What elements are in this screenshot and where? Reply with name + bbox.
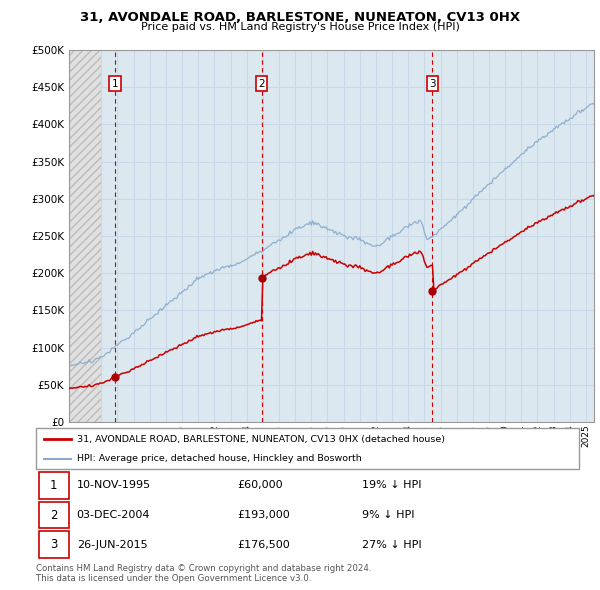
Text: 03-DEC-2004: 03-DEC-2004 — [77, 510, 150, 520]
Text: 19% ↓ HPI: 19% ↓ HPI — [362, 480, 421, 490]
Text: 3: 3 — [429, 78, 436, 88]
Text: £193,000: £193,000 — [237, 510, 290, 520]
FancyBboxPatch shape — [39, 502, 68, 529]
FancyBboxPatch shape — [36, 428, 579, 469]
Text: 3: 3 — [50, 538, 58, 551]
Text: 31, AVONDALE ROAD, BARLESTONE, NUNEATON, CV13 0HX: 31, AVONDALE ROAD, BARLESTONE, NUNEATON,… — [80, 11, 520, 24]
Text: 1: 1 — [112, 78, 119, 88]
Text: 9% ↓ HPI: 9% ↓ HPI — [362, 510, 415, 520]
FancyBboxPatch shape — [39, 472, 68, 499]
Text: Price paid vs. HM Land Registry's House Price Index (HPI): Price paid vs. HM Land Registry's House … — [140, 22, 460, 32]
Polygon shape — [69, 50, 101, 422]
Text: 31, AVONDALE ROAD, BARLESTONE, NUNEATON, CV13 0HX (detached house): 31, AVONDALE ROAD, BARLESTONE, NUNEATON,… — [77, 435, 445, 444]
Text: £60,000: £60,000 — [237, 480, 283, 490]
Text: 1: 1 — [50, 479, 58, 492]
Text: 2: 2 — [258, 78, 265, 88]
Text: 27% ↓ HPI: 27% ↓ HPI — [362, 540, 421, 550]
FancyBboxPatch shape — [39, 531, 68, 558]
Text: Contains HM Land Registry data © Crown copyright and database right 2024.
This d: Contains HM Land Registry data © Crown c… — [36, 564, 371, 584]
Text: £176,500: £176,500 — [237, 540, 290, 550]
Text: 26-JUN-2015: 26-JUN-2015 — [77, 540, 148, 550]
Text: HPI: Average price, detached house, Hinckley and Bosworth: HPI: Average price, detached house, Hinc… — [77, 454, 361, 463]
Text: 10-NOV-1995: 10-NOV-1995 — [77, 480, 151, 490]
Text: 2: 2 — [50, 509, 58, 522]
